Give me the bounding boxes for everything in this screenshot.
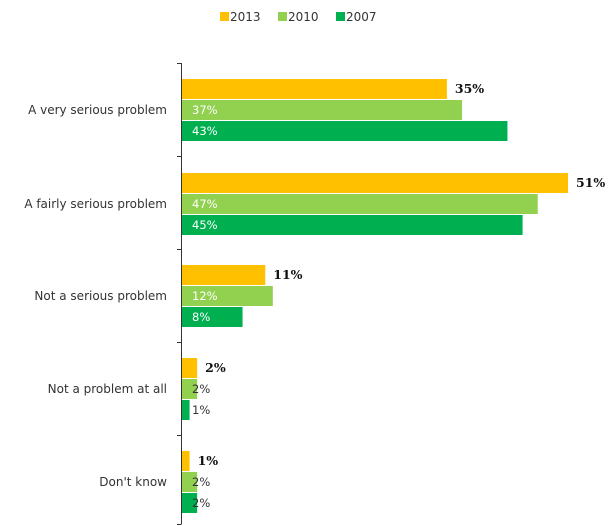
bar-2013-a-very-serious-problem [182,79,447,99]
y-axis-ticks [177,63,182,525]
legend-label-2007: 2007 [346,10,377,24]
value-label-2013-not-a-serious-problem: 11% [273,267,302,282]
category-label-a-fairly-serious-problem: A fairly serious problem [24,197,167,211]
bar-2007-not-a-serious-problem [182,307,243,327]
bar-2010-a-very-serious-problem [182,100,463,120]
category-labels: A very serious problem A fairly serious p… [24,103,167,489]
category-label-a-very-serious-problem: A very serious problem [28,103,167,117]
legend-swatch-2010 [278,12,287,21]
legend-swatch-2013 [220,12,229,21]
bar-2007-a-very-serious-problem [182,121,508,141]
bar-2013-not-a-serious-problem [182,265,266,285]
bar-2007-don-t-know [182,493,198,513]
value-label-2013-a-very-serious-problem: 35% [455,81,484,96]
bar-2013-not-a-problem-at-all [182,358,198,378]
bar-2010-not-a-serious-problem [182,286,273,306]
bar-2010-don-t-know [182,472,198,492]
value-label-2007-a-fairly-serious-problem: 45% [192,218,218,232]
value-label-2013-not-a-problem-at-all: 2% [205,360,226,375]
bars [182,79,568,513]
value-label-2010-a-fairly-serious-problem: 47% [192,197,218,211]
category-label-not-a-problem-at-all: Not a problem at all [48,382,167,396]
value-label-2013-don-t-know: 1% [198,453,219,468]
value-labels: 35% 37% 43% 51% 47% 45% 11% 12% 8% 2% 2% 1% 1% 2% 2% [192,81,605,510]
bar-2007-a-fairly-serious-problem [182,215,523,235]
value-label-2007-don-t-know: 2% [192,496,210,510]
bar-2007-not-a-problem-at-all [182,400,190,420]
bar-2010-not-a-problem-at-all [182,379,198,399]
value-label-2013-a-fairly-serious-problem: 51% [576,175,605,190]
value-label-2010-don-t-know: 2% [192,475,210,489]
category-label-don-t-know: Don't know [99,475,167,489]
legend-label-2013: 2013 [230,10,261,24]
legend-label-2010: 2010 [288,10,319,24]
value-label-2007-not-a-problem-at-all: 1% [192,403,210,417]
bar-2013-don-t-know [182,451,190,471]
value-label-2010-a-very-serious-problem: 37% [192,103,218,117]
legend: 2013 2010 2007 [220,10,377,24]
bar-2013-a-fairly-serious-problem [182,173,568,193]
legend-swatch-2007 [336,12,345,21]
category-label-not-a-serious-problem: Not a serious problem [34,289,167,303]
value-label-2010-not-a-serious-problem: 12% [192,289,218,303]
value-label-2007-a-very-serious-problem: 43% [192,124,218,138]
value-label-2007-not-a-serious-problem: 8% [192,310,210,324]
value-label-2010-not-a-problem-at-all: 2% [192,382,210,396]
bar-2010-a-fairly-serious-problem [182,194,538,214]
